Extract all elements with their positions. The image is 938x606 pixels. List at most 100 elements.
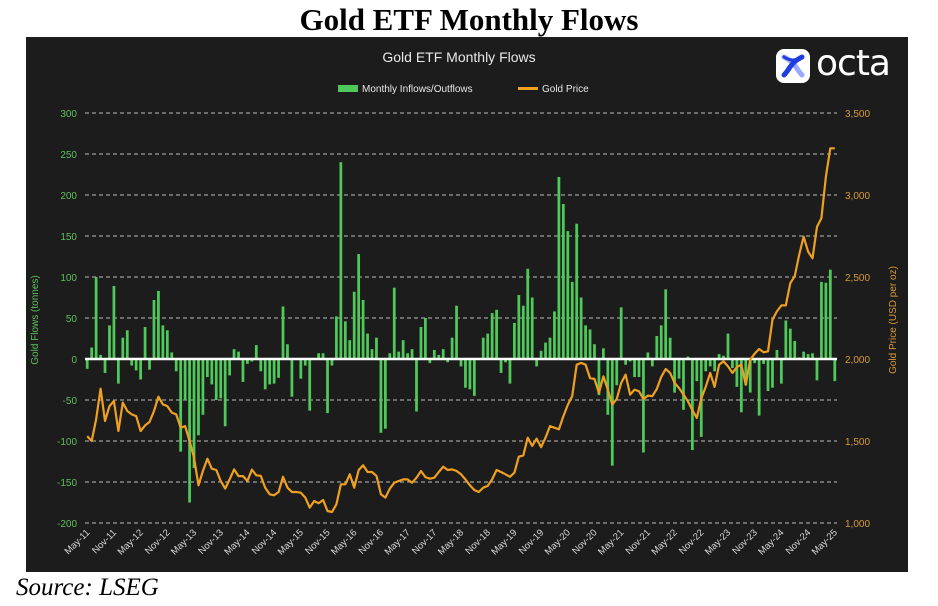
- flow-bar: [521, 305, 525, 359]
- legend-swatch-price: [518, 87, 538, 90]
- flow-bar: [108, 325, 111, 359]
- flow-bar: [459, 359, 463, 367]
- flow-bar: [762, 359, 765, 364]
- flow-bar: [499, 359, 503, 373]
- flow-bar: [504, 359, 507, 363]
- flow-bar: [174, 359, 178, 372]
- flow-bar: [370, 349, 374, 359]
- flow-bar: [610, 359, 614, 466]
- x-tick-label: Nov-16: [357, 527, 386, 556]
- flow-bar: [223, 359, 227, 427]
- flow-bar: [811, 353, 814, 359]
- flow-bar: [308, 359, 312, 411]
- flow-bar: [655, 336, 659, 359]
- flow-bar: [406, 353, 409, 359]
- flow-bar: [397, 351, 401, 359]
- octa-logo-icon: [776, 49, 810, 83]
- flow-bar: [815, 359, 819, 381]
- flow-bar: [624, 359, 628, 365]
- flow-bar: [237, 351, 240, 359]
- flow-bar: [94, 277, 98, 359]
- flow-bar: [254, 345, 258, 359]
- x-tick-label: Nov-24: [784, 527, 813, 556]
- flow-bar: [561, 204, 565, 359]
- flow-bar: [526, 268, 530, 359]
- x-tick-label: Nov-22: [677, 527, 706, 556]
- flow-bar: [833, 359, 837, 382]
- x-tick-label: Nov-11: [90, 527, 119, 556]
- flow-bar: [646, 352, 650, 359]
- octa-logo: octa: [776, 43, 900, 85]
- flow-bar: [339, 162, 343, 359]
- x-tick-label: May-24: [756, 527, 786, 557]
- x-axis-ticks: May-11Nov-11May-12Nov-12May-13Nov-13May-…: [63, 527, 840, 557]
- flow-bar: [802, 351, 806, 359]
- flow-bar: [570, 281, 574, 359]
- flow-bar: [717, 354, 721, 359]
- flow-bar: [490, 313, 494, 359]
- flow-bar: [321, 353, 325, 359]
- x-tick-label: May-20: [543, 527, 573, 557]
- flow-bar: [286, 344, 289, 359]
- flow-bar: [85, 359, 89, 369]
- x-tick-label: May-15: [276, 527, 306, 557]
- flow-bar: [352, 291, 356, 359]
- legend-swatch-flows: [338, 85, 358, 92]
- flow-bar: [361, 299, 365, 359]
- flow-bar: [152, 299, 156, 359]
- flow-bar: [597, 359, 601, 396]
- flow-bar: [548, 337, 552, 359]
- x-tick-label: Nov-19: [517, 527, 546, 556]
- flow-bar: [112, 286, 116, 359]
- x-tick-label: Nov-13: [196, 527, 225, 556]
- gridlines: [85, 112, 837, 524]
- flow-bar: [788, 328, 792, 359]
- left-tick-label: 50: [66, 314, 78, 325]
- flow-bar: [259, 359, 263, 372]
- flow-bar: [165, 330, 169, 359]
- flow-bar: [157, 290, 160, 359]
- flow-bar: [90, 347, 94, 359]
- flow-bar: [130, 359, 134, 366]
- flow-bar: [450, 337, 454, 359]
- flow-bar: [330, 359, 334, 366]
- octa-logo-text: octa: [816, 43, 891, 84]
- x-tick-label: Nov-12: [143, 527, 172, 556]
- flow-bar: [375, 337, 378, 359]
- x-tick-label: May-18: [436, 527, 466, 557]
- flow-bar: [584, 325, 587, 359]
- x-tick-label: May-22: [650, 527, 680, 557]
- chart: Gold ETF Monthly Flows Monthly Inflows/O…: [30, 49, 899, 558]
- flow-bar: [326, 359, 329, 414]
- flow-bar: [99, 354, 102, 359]
- flow-bar: [495, 309, 498, 359]
- flow-bar: [366, 333, 369, 359]
- flow-bar: [553, 311, 556, 359]
- flow-bar: [148, 359, 151, 370]
- flow-bar: [424, 318, 427, 359]
- flow-bar: [575, 223, 579, 359]
- flow-bar: [650, 359, 654, 367]
- right-tick-label: 1,000: [845, 519, 870, 530]
- flow-bar: [410, 349, 414, 359]
- flow-bar: [277, 359, 280, 378]
- flow-bar: [615, 359, 619, 386]
- chart-title: Gold ETF Monthly Flows: [382, 49, 535, 65]
- flow-bar: [472, 359, 476, 396]
- legend: Monthly Inflows/Outflows Gold Price: [338, 84, 589, 95]
- flow-bar: [205, 359, 209, 378]
- x-tick-label: Nov-21: [624, 527, 653, 556]
- flow-bar: [637, 359, 641, 378]
- flow-bar: [775, 349, 779, 359]
- flow-bar: [432, 349, 436, 359]
- flow-bar: [388, 353, 392, 359]
- flow-bar: [602, 348, 605, 359]
- flow-bar: [633, 359, 636, 378]
- x-tick-label: May-12: [116, 527, 146, 557]
- flow-bar: [179, 359, 183, 452]
- flow-bar: [188, 359, 191, 503]
- flow-bar: [566, 231, 570, 359]
- right-tick-label: 1,500: [845, 437, 870, 448]
- left-tick-label: 100: [60, 273, 77, 284]
- flow-bar: [446, 359, 450, 363]
